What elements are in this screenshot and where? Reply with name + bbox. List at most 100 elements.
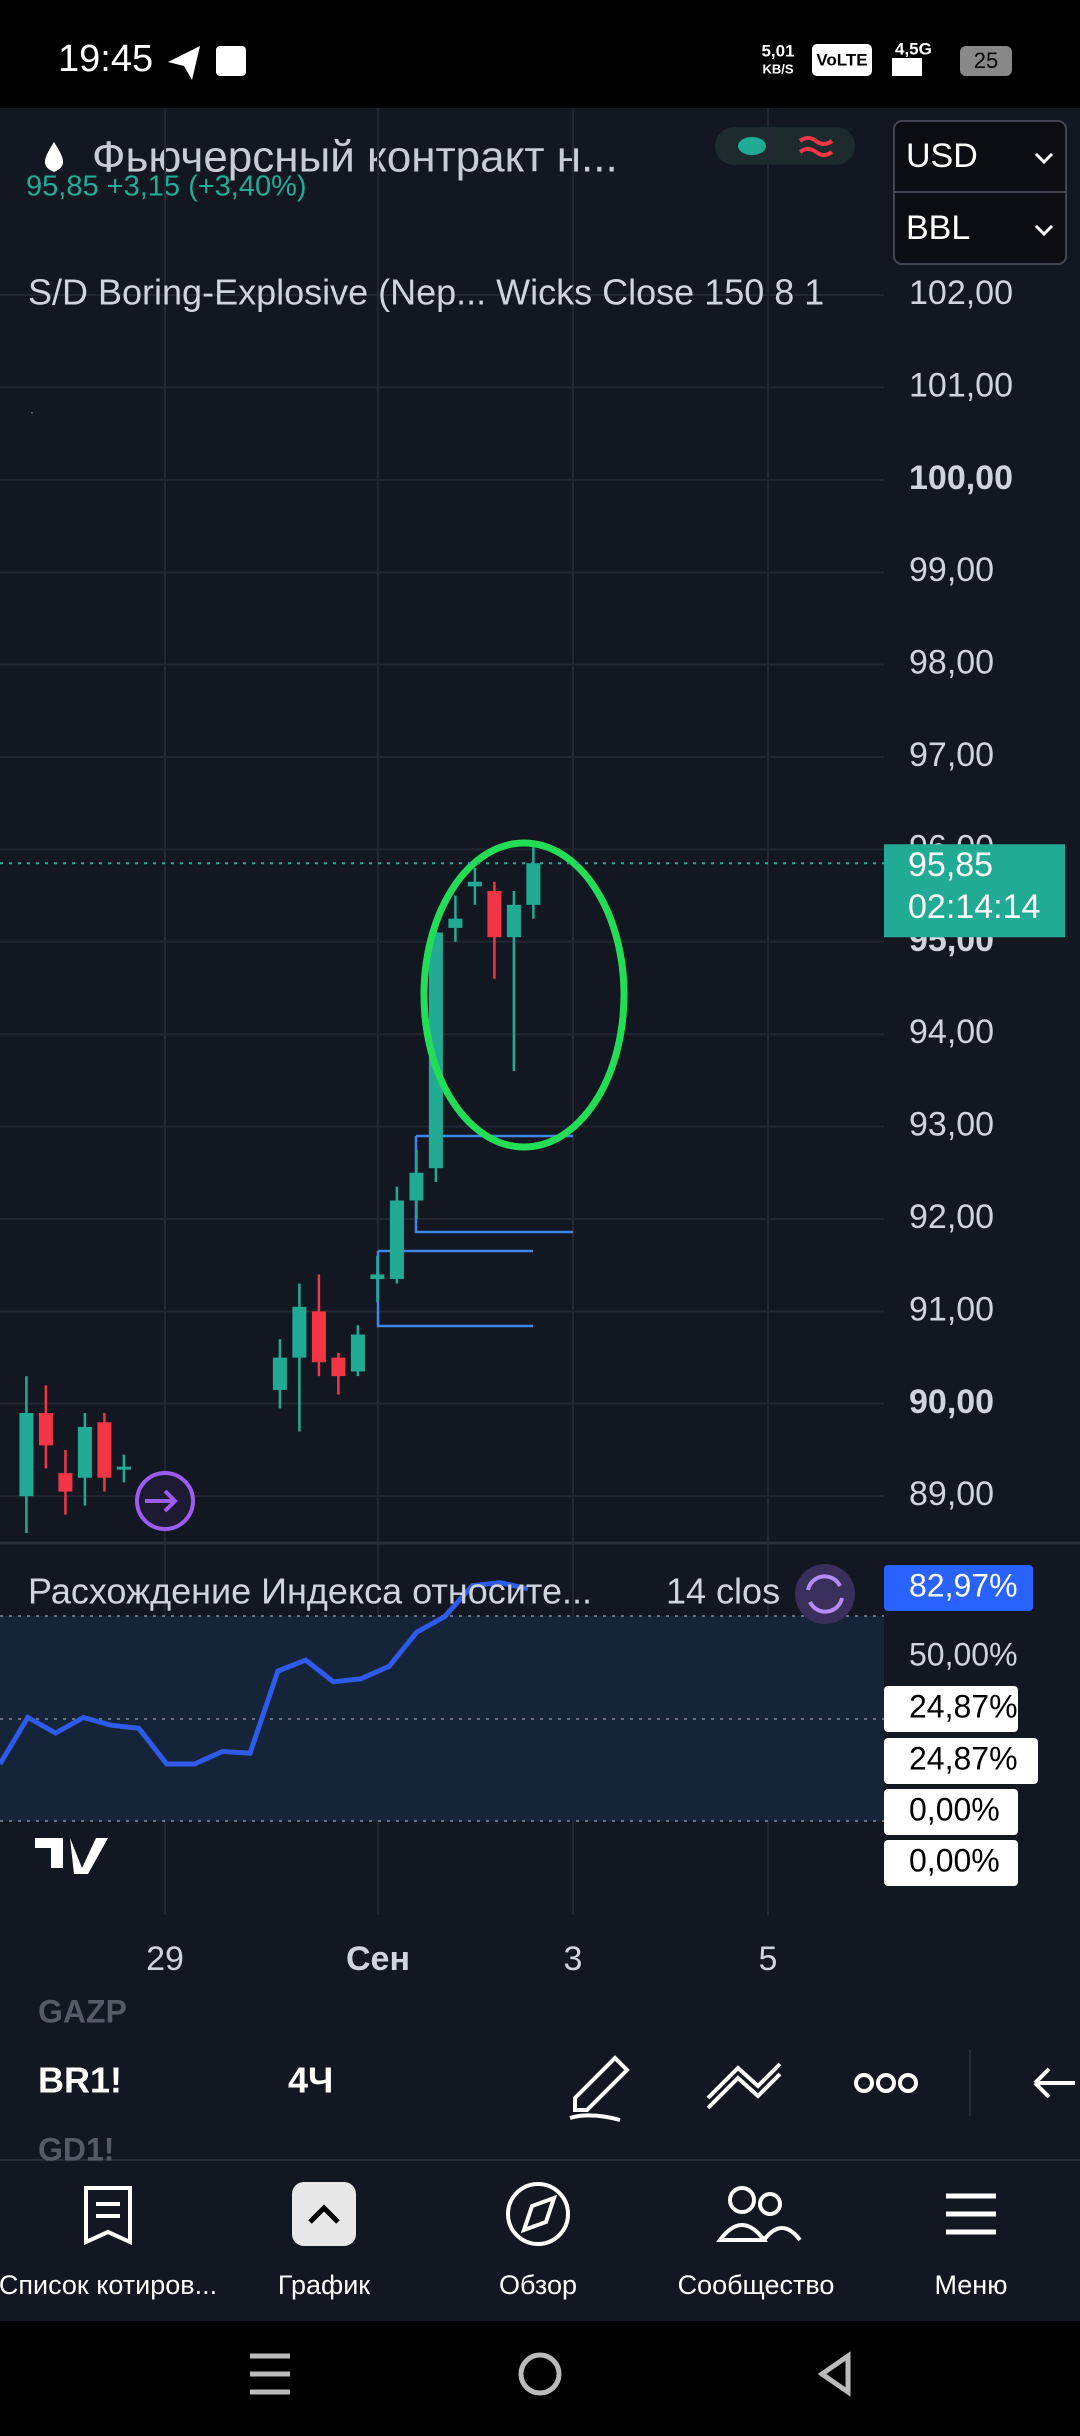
system-nav	[0, 2321, 1080, 2436]
price-tag	[884, 844, 1065, 938]
battery-level: 25	[974, 48, 998, 73]
status-bar	[0, 0, 1080, 108]
zone-line	[376, 1134, 573, 1328]
value-label-box	[884, 1840, 1018, 1886]
candle-body	[19, 1413, 34, 1497]
menu-icon[interactable]	[946, 2193, 996, 2235]
y-tick-label: 97,00	[909, 736, 994, 774]
undo-icon[interactable]	[1033, 2067, 1075, 2099]
highlight-ellipse	[420, 839, 628, 1151]
tradingview-logo	[35, 1838, 108, 1874]
bottom-nav	[0, 2161, 1080, 2321]
indicator-title: S/D Boring-Explosive (Nep... Wicks Close…	[28, 272, 824, 313]
replay-arrow	[145, 1489, 178, 1513]
candles	[19, 844, 541, 1534]
interval[interactable]: 4Ч	[288, 2060, 333, 2101]
value-label: 50,00%	[909, 1636, 1018, 1672]
indicators-icon[interactable]	[706, 2062, 782, 2110]
more-icon[interactable]	[854, 2073, 918, 2093]
candle-body	[428, 932, 443, 1169]
candle-body	[487, 890, 502, 938]
battery	[960, 46, 1012, 76]
y-tick-label: 101,00	[909, 366, 1013, 404]
chart-icon[interactable]	[292, 2182, 356, 2246]
symbol[interactable]: BR1!	[38, 2060, 122, 2101]
candle-body	[526, 863, 541, 905]
value-label: 0,00%	[909, 1842, 1000, 1878]
recent-apps[interactable]	[250, 2353, 290, 2395]
network: 4,5G	[895, 39, 932, 58]
value-label: 24,87%	[909, 1688, 1018, 1724]
price-tag-countdown: 02:14:14	[908, 888, 1040, 926]
candle-body	[389, 1200, 404, 1280]
value-label-box	[884, 1565, 1033, 1611]
candle-body	[116, 1466, 131, 1470]
symbol-title: Фьючерсный контракт н...	[92, 133, 618, 182]
nav-label[interactable]: График	[278, 2270, 370, 2300]
nav-label[interactable]: Сообщество	[678, 2270, 835, 2300]
sync-arrows	[806, 1574, 844, 1614]
x-tick-label: 3	[564, 1940, 583, 1978]
indicator-params: 14 clos	[666, 1571, 780, 1612]
net-speed: 5,01	[761, 41, 794, 60]
quote: 95,85 +3,15 (+3,40%)	[26, 171, 307, 203]
y-tick-label: 92,00	[909, 1198, 994, 1236]
telegram-icon	[168, 46, 200, 80]
net-speed-unit: KB/S	[762, 61, 793, 76]
y-tick-label: 99,00	[909, 551, 994, 589]
y-tick-label: 102,00	[909, 274, 1013, 312]
nav-label[interactable]: Список котиров...	[0, 2270, 217, 2300]
chart-icon-line	[308, 2204, 340, 2224]
x-tick-label: 29	[146, 1940, 184, 1978]
explore-icon[interactable]	[506, 2182, 570, 2246]
y-tick-label: 91,00	[909, 1290, 994, 1328]
value-label-box	[884, 1738, 1038, 1784]
community-icon[interactable]	[716, 2186, 802, 2242]
clock: 19:45	[58, 38, 153, 80]
candle-body	[272, 1357, 287, 1390]
home-button[interactable]	[518, 2352, 562, 2396]
grid: 102,00101,00100,0099,0098,0097,0096,0095…	[0, 108, 1013, 1915]
app-icon	[216, 46, 246, 76]
unit[interactable]: BBL	[906, 209, 970, 247]
candle-body	[506, 904, 521, 938]
dropdown-arrow	[1034, 152, 1054, 237]
y-tick-label: 90,00	[909, 1383, 994, 1421]
y-tick-label: 89,00	[909, 1475, 994, 1513]
value-label-box	[884, 1686, 1018, 1732]
sync-icon[interactable]	[795, 1564, 855, 1624]
candle-body	[38, 1413, 53, 1446]
dot: .	[30, 401, 34, 417]
volte: VoLTE	[816, 50, 867, 69]
zones	[376, 1134, 573, 1328]
candle-body	[311, 1311, 326, 1363]
toggle[interactable]	[715, 127, 855, 165]
nav-label[interactable]: Обзор	[499, 2270, 577, 2300]
candle-body	[350, 1334, 365, 1372]
candle-body	[292, 1306, 307, 1358]
value-label-box	[884, 1789, 1018, 1835]
toolbar	[0, 2001, 1080, 2160]
currency[interactable]: USD	[906, 137, 978, 175]
x-tick-label: 5	[759, 1940, 778, 1978]
candle-body	[370, 1274, 385, 1280]
indicator-line	[0, 1580, 529, 1767]
watchlist-icon[interactable]	[84, 2186, 132, 2246]
indicator-name: Расхождение Индекса относите...	[28, 1571, 592, 1612]
back-button[interactable]	[817, 2351, 851, 2397]
prev-symbol: GAZP	[38, 1993, 127, 2029]
toggle-wave	[798, 136, 834, 157]
y-tick-label: 100,00	[909, 459, 1013, 497]
toggle-dot	[738, 137, 766, 155]
oil-icon	[44, 142, 64, 172]
volte-badge	[812, 44, 872, 76]
nav-label[interactable]: Меню	[935, 2270, 1008, 2300]
next-symbol: GD1!	[38, 2131, 114, 2167]
candle-body	[97, 1422, 112, 1478]
candle-body	[448, 918, 463, 928]
candle-body	[77, 1426, 92, 1478]
price-tag-value: 95,85	[908, 846, 993, 884]
draw-icon[interactable]	[569, 2055, 630, 2122]
